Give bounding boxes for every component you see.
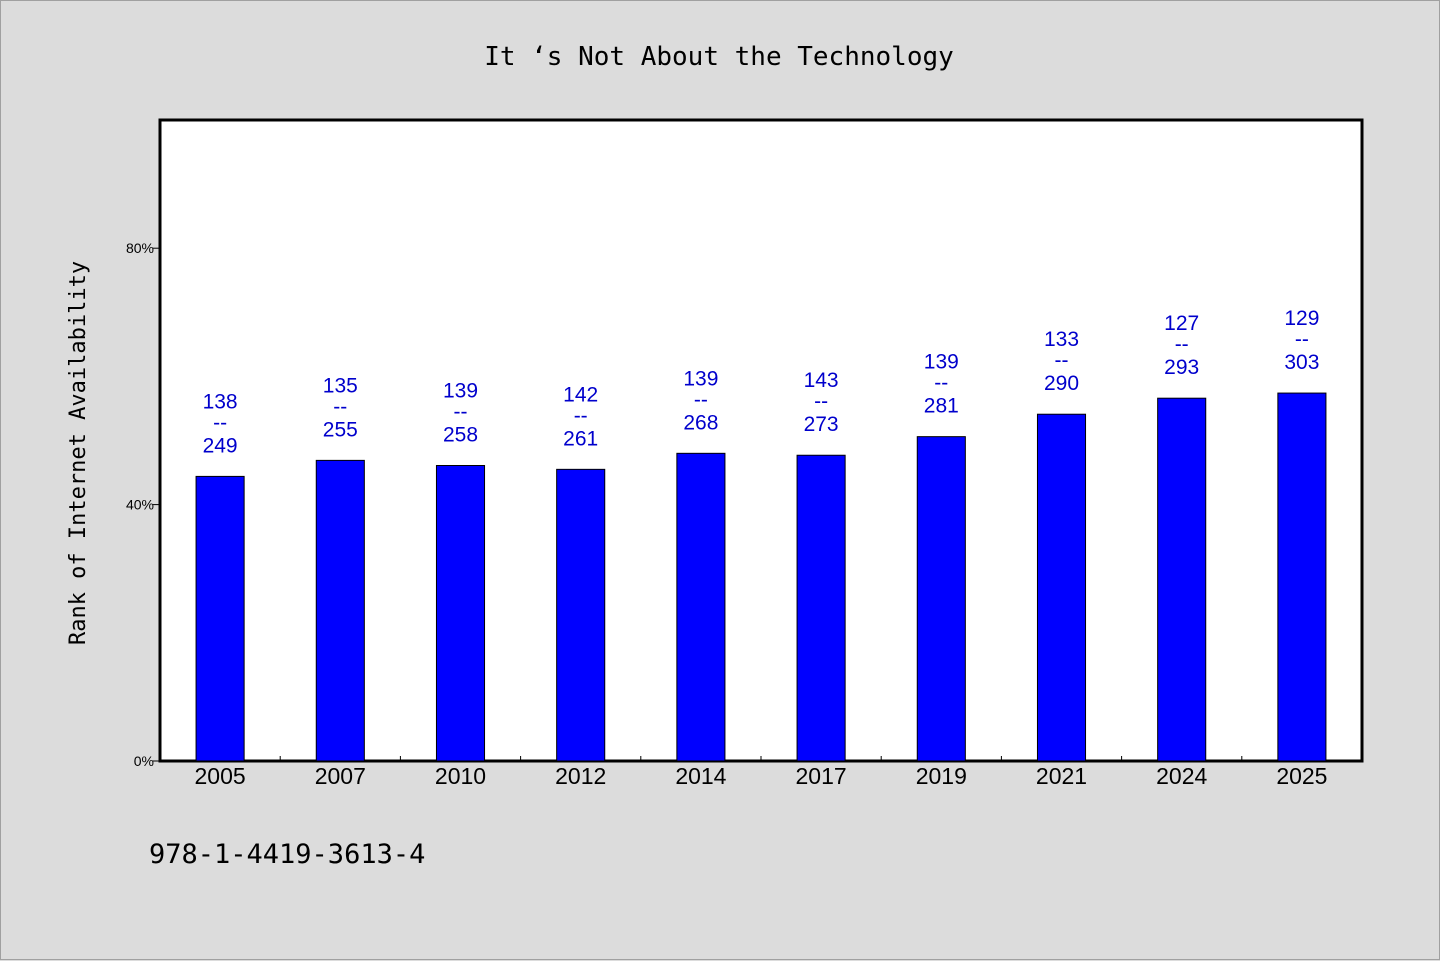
bar-data-label: -- (454, 400, 468, 423)
x-tick-label: 2025 (1276, 763, 1327, 789)
bar-2010 (435, 464, 486, 762)
bar-2019 (916, 436, 966, 762)
bar-data-label: 290 (1044, 372, 1079, 395)
y-axis-label: Rank of Internet Availability (66, 261, 91, 645)
bar-data-label: 258 (443, 423, 478, 446)
bar-2021 (1036, 413, 1087, 762)
bar-2012 (556, 468, 606, 762)
x-tick-label: 2012 (555, 763, 606, 789)
bar-data-label: 268 (683, 411, 718, 434)
x-tick-label: 2010 (435, 763, 486, 789)
bar-data-label: 142 (563, 383, 598, 406)
bar-data-label: 139 (443, 379, 478, 402)
bar-data-label: 135 (323, 374, 358, 397)
bar-data-label: -- (1175, 333, 1189, 356)
bar-data-label: 138 (203, 390, 238, 413)
bar-data-label: 129 (1284, 307, 1319, 330)
bar-2017 (796, 454, 846, 762)
bar-data-label: 281 (924, 395, 959, 418)
bar-data-label: 139 (683, 367, 718, 390)
bar-data-label: -- (694, 388, 708, 411)
chart-title: It ‘s Not About the Technology (484, 42, 954, 72)
bar-data-label: 127 (1164, 312, 1199, 335)
bar-data-label: -- (333, 395, 347, 418)
bars (195, 392, 1327, 762)
x-tick-label: 2014 (675, 763, 726, 789)
bar-data-label: 273 (804, 413, 839, 436)
y-tick-label: 40% (126, 497, 154, 513)
bar-2005 (195, 475, 245, 762)
isbn-footer: 978-1-4419-3613-4 (149, 839, 425, 870)
bar-2014 (676, 452, 726, 762)
bar-data-label: -- (814, 390, 828, 413)
bar-2024 (1157, 397, 1207, 762)
bar-data-label: 249 (203, 434, 238, 457)
bar-data-label: -- (1295, 328, 1309, 351)
y-axis-ticks: 0% 40% 80% (126, 240, 160, 769)
x-tick-label: 2024 (1156, 763, 1207, 789)
x-axis-ticks: 2005 2007 2010 2012 2014 2017 2019 2021 2024 2025 (195, 756, 1327, 789)
bar-2025 (1277, 392, 1327, 762)
bar-labels: 138--249135--255139--258142--261139--268… (203, 307, 1320, 457)
bar-data-label: 255 (323, 418, 358, 441)
bar-data-label: -- (213, 411, 227, 434)
bar-data-label: 133 (1044, 328, 1079, 351)
x-tick-label: 2019 (916, 763, 967, 789)
y-tick-label: 80% (126, 240, 154, 256)
bar-data-label: -- (574, 404, 588, 427)
x-tick-label: 2017 (796, 763, 847, 789)
y-tick-label: 0% (134, 753, 154, 769)
bar-2007 (315, 459, 365, 762)
x-tick-label: 2007 (315, 763, 366, 789)
bar-data-label: -- (1055, 349, 1069, 372)
bar-data-label: 293 (1164, 356, 1199, 379)
x-tick-label: 2005 (195, 763, 246, 789)
bar-data-label: 303 (1284, 351, 1319, 374)
bar-data-label: 261 (563, 427, 598, 450)
bar-data-label: 139 (924, 351, 959, 374)
x-tick-label: 2021 (1036, 763, 1087, 789)
bar-data-label: -- (934, 372, 948, 395)
bar-data-label: 143 (804, 369, 839, 392)
